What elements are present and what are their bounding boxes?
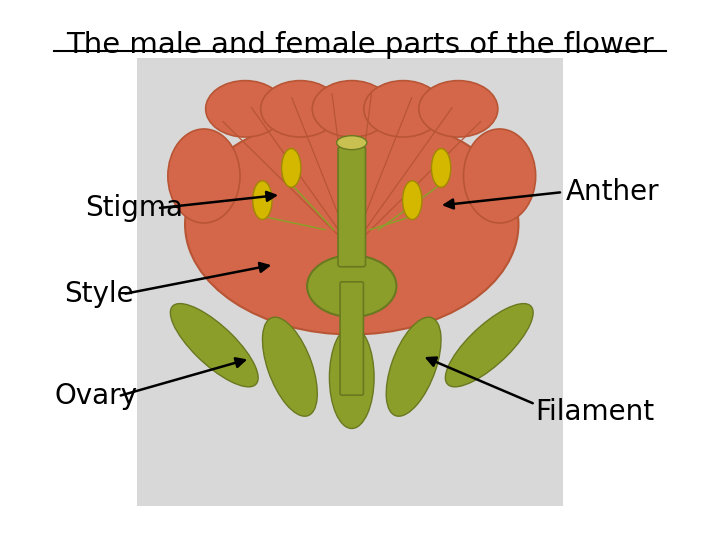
Ellipse shape xyxy=(337,136,367,150)
Ellipse shape xyxy=(261,80,340,137)
Ellipse shape xyxy=(312,80,391,137)
Ellipse shape xyxy=(263,317,318,416)
FancyBboxPatch shape xyxy=(338,147,366,267)
Text: The male and female parts of the flower: The male and female parts of the flower xyxy=(66,31,654,59)
Ellipse shape xyxy=(386,317,441,416)
Text: Anther: Anther xyxy=(566,178,660,206)
Ellipse shape xyxy=(253,181,272,219)
Ellipse shape xyxy=(282,148,301,187)
Ellipse shape xyxy=(464,129,536,223)
Ellipse shape xyxy=(419,80,498,137)
Ellipse shape xyxy=(364,80,443,137)
Text: Style: Style xyxy=(64,280,134,308)
Text: Stigma: Stigma xyxy=(85,194,183,222)
Text: Ovary: Ovary xyxy=(54,382,137,410)
Ellipse shape xyxy=(185,114,518,334)
Ellipse shape xyxy=(307,255,397,317)
Ellipse shape xyxy=(431,148,451,187)
Ellipse shape xyxy=(206,80,284,137)
FancyBboxPatch shape xyxy=(340,282,364,395)
Ellipse shape xyxy=(330,326,374,428)
Text: Filament: Filament xyxy=(535,399,654,427)
Ellipse shape xyxy=(446,303,533,387)
Ellipse shape xyxy=(171,303,258,387)
FancyBboxPatch shape xyxy=(137,58,563,507)
Ellipse shape xyxy=(168,129,240,223)
Ellipse shape xyxy=(402,181,422,219)
